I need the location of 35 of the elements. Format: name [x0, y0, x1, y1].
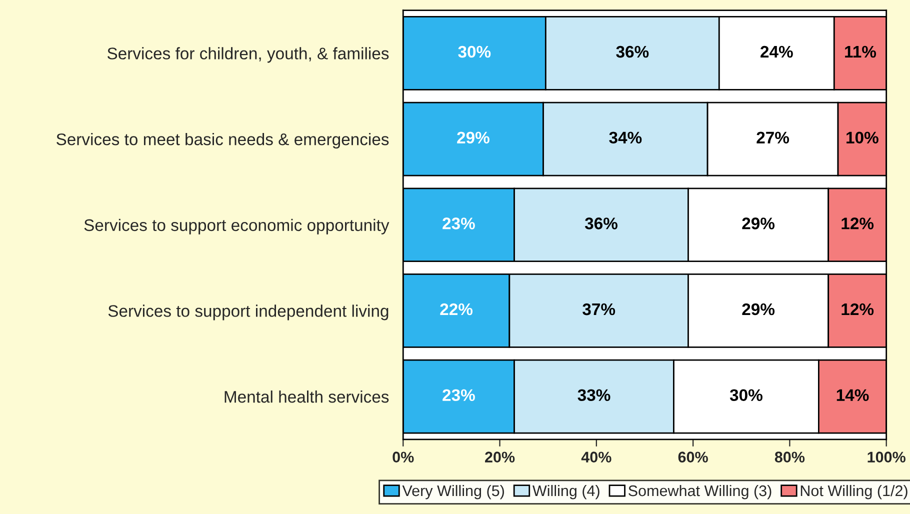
data-label: 12% — [842, 303, 874, 316]
legend-label: Not Willing (1/2) — [800, 484, 908, 500]
y-tick-label: Mental health services — [224, 390, 389, 403]
data-label: 12% — [842, 218, 874, 230]
data-label: 36% — [616, 46, 649, 58]
data-label: 10% — [846, 132, 878, 144]
legend-label: Somewhat Willing (3) — [628, 484, 772, 500]
data-label: 14% — [836, 389, 869, 401]
data-label: 27% — [756, 132, 790, 144]
data-label: 30% — [458, 46, 491, 58]
y-tick-label: Services to meet basic needs & emergencies — [56, 133, 389, 149]
x-tick-label: 0% — [392, 452, 414, 462]
data-label: 23% — [442, 389, 475, 402]
x-tick-label: 100% — [868, 452, 906, 462]
data-label: 29% — [457, 132, 490, 144]
data-label: 11% — [845, 46, 876, 58]
y-tick-label: Services for children, youth, & families — [107, 47, 389, 63]
legend-label: Willing (4) — [532, 484, 600, 500]
data-label: 29% — [742, 303, 775, 316]
x-tick-label: 20% — [485, 452, 515, 462]
data-label: 24% — [760, 46, 793, 58]
data-label: 34% — [609, 132, 642, 144]
data-label: 33% — [578, 389, 610, 402]
x-tick-label: 80% — [774, 452, 805, 462]
legend-label: Very Willing (5) — [402, 484, 504, 500]
data-label: 36% — [584, 218, 618, 230]
y-tick-label: Services to support economic opportunity — [84, 218, 390, 234]
y-tick-label: Services to support independent living — [108, 304, 388, 320]
data-label: 29% — [742, 218, 775, 230]
x-tick-label: 40% — [581, 452, 612, 462]
data-label: 37% — [582, 303, 616, 316]
x-tick-label: 60% — [678, 452, 708, 462]
data-label: 23% — [442, 218, 475, 230]
data-label: 30% — [730, 389, 762, 402]
data-label: 22% — [440, 303, 473, 316]
